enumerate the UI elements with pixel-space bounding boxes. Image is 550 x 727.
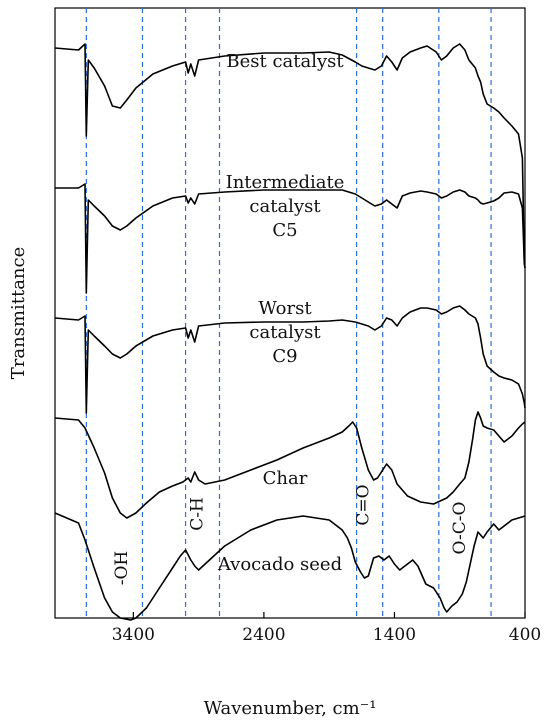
band-annotation: C=O xyxy=(353,484,373,525)
band-annotation: O-C-O xyxy=(450,502,470,555)
x-axis-ticks: 3400 2400 1400 400 xyxy=(112,612,541,645)
series-labels: Best catalyst Intermediate catalyst C5 Worst… xyxy=(217,51,345,575)
x-axis-label: Wavenumber, cm⁻¹ xyxy=(204,698,377,719)
series-label: Char xyxy=(263,468,308,489)
series-label: Intermediate catalyst C5 xyxy=(226,172,345,241)
series-line xyxy=(55,183,526,294)
band-annotation: C-H xyxy=(188,497,208,531)
series-label: Avocado seed xyxy=(217,554,342,575)
series-line xyxy=(54,512,526,621)
x-tick-label: 3400 xyxy=(112,625,155,645)
band-annotations: -OH C-H C=O O-C-O xyxy=(112,484,470,585)
reference-lines xyxy=(85,8,492,618)
x-tick-label: 1400 xyxy=(373,625,416,645)
series-line xyxy=(54,43,526,269)
x-tick-label: 2400 xyxy=(242,625,285,645)
band-annotation: -OH xyxy=(112,551,132,586)
y-axis-label: Transmittance xyxy=(8,247,29,380)
spectra xyxy=(54,43,526,621)
series-label: Best catalyst xyxy=(226,51,344,72)
plot-frame xyxy=(54,7,526,619)
series-line xyxy=(54,411,526,519)
series-label: Worst catalyst C9 xyxy=(249,298,321,367)
series-line xyxy=(54,305,526,414)
x-tick-label: 400 xyxy=(509,625,541,645)
